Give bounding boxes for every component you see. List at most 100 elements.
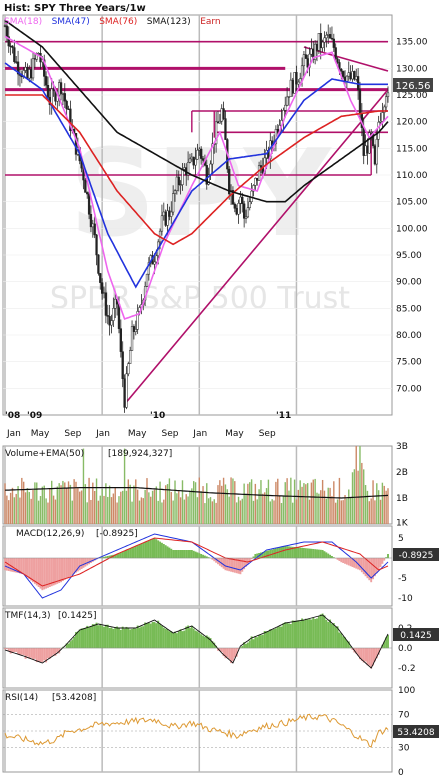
tmf-area-bar xyxy=(196,631,199,649)
candle-body xyxy=(332,38,335,48)
candle-body xyxy=(381,112,384,122)
legend-entry: SMA(76) xyxy=(99,17,137,27)
macd-hist-bar xyxy=(41,558,44,591)
volume-bar xyxy=(359,446,361,524)
candle-body xyxy=(166,210,169,226)
macd-hist-bar xyxy=(375,558,378,574)
macd-hist-bar xyxy=(304,548,307,559)
rsi-tick-label: 100 xyxy=(398,686,415,696)
volume-bar xyxy=(88,477,90,524)
candle-body xyxy=(201,158,205,161)
tmf-area-bar xyxy=(33,648,36,659)
tmf-area-bar xyxy=(190,625,193,649)
candle-body xyxy=(136,311,139,330)
volume-bar xyxy=(288,490,290,524)
tmf-area-bar xyxy=(231,648,234,662)
candle-body xyxy=(241,196,244,205)
candle-body xyxy=(147,262,151,275)
volume-bar xyxy=(47,502,49,524)
tmf-area-bar xyxy=(375,648,378,659)
rsi-tick-label: 0 xyxy=(398,768,404,775)
volume-bar xyxy=(232,478,234,524)
macd-hist-bar xyxy=(26,558,29,578)
volume-panel-value: [189,924,327] xyxy=(108,449,172,459)
tmf-area-bar xyxy=(20,648,23,655)
macd-hist-bar xyxy=(295,547,298,559)
tmf-area-bar xyxy=(9,648,12,654)
macd-hist-bar xyxy=(61,558,64,581)
volume-bar xyxy=(323,490,326,524)
tmf-area-bar xyxy=(155,623,158,649)
volume-bar xyxy=(82,448,85,524)
volume-bar xyxy=(245,494,247,524)
tmf-area-bar xyxy=(360,648,363,661)
tmf-area-bar xyxy=(377,648,380,655)
tmf-area-bar xyxy=(256,637,259,649)
last-price-box xyxy=(393,78,433,92)
candle-body xyxy=(313,43,317,60)
volume-bar xyxy=(93,490,96,524)
candle-body xyxy=(254,177,257,186)
tmf-area-bar xyxy=(250,636,253,649)
price-tick-label: 120.00 xyxy=(396,118,428,128)
tmf-area-bar xyxy=(30,648,33,658)
volume-bar xyxy=(329,487,331,524)
volume-bar xyxy=(269,501,271,524)
macd-hist-bar xyxy=(35,558,38,586)
tmf-area-bar xyxy=(355,648,358,654)
tmf-area-bar xyxy=(106,624,109,649)
tmf-area-bar xyxy=(224,648,227,659)
x-tick-label: Jan xyxy=(6,429,21,439)
tmf-area-bar xyxy=(265,631,268,649)
sma-line xyxy=(4,19,389,203)
candle-body xyxy=(123,378,126,408)
macd-hist-bar xyxy=(54,558,57,585)
macd-hist-bar xyxy=(267,550,270,559)
volume-bar xyxy=(71,500,73,524)
macd-tick-label: 5 xyxy=(398,534,404,544)
macd-tick-label: -10 xyxy=(398,594,413,604)
tmf-area-bar xyxy=(164,628,167,649)
macd-hist-bar xyxy=(125,550,128,559)
volume-bar xyxy=(387,488,389,524)
macd-hist-bar xyxy=(222,558,225,569)
volume-bar xyxy=(22,481,25,524)
macd-hist-bar xyxy=(82,558,85,568)
rsi-panel-value: [53.4208] xyxy=(52,693,96,703)
candle-body xyxy=(114,298,117,309)
volume-bar xyxy=(247,483,249,524)
volume-bar xyxy=(278,495,281,524)
tmf-area-bar xyxy=(317,616,320,649)
tmf-area-bar xyxy=(99,623,102,649)
volume-bar xyxy=(62,480,64,524)
volume-bar xyxy=(138,500,141,524)
tmf-area-bar xyxy=(357,648,360,656)
tmf-area-bar xyxy=(274,628,277,649)
macd-hist-bar xyxy=(4,558,6,571)
macd-hist-bar xyxy=(166,546,169,559)
candle-body xyxy=(364,145,367,156)
candle-body xyxy=(383,106,386,113)
volume-bar xyxy=(372,480,374,524)
volume-bar xyxy=(256,499,258,524)
candle-body xyxy=(9,45,12,48)
macd-hist-bar xyxy=(131,547,133,559)
volume-bar xyxy=(342,500,344,524)
macd-hist-bar xyxy=(308,548,311,559)
candle-body xyxy=(353,71,356,80)
candle-body xyxy=(239,196,242,204)
volume-bar xyxy=(13,497,16,524)
volume-bar xyxy=(290,477,292,524)
macd-hist-bar xyxy=(60,558,62,583)
candle-body xyxy=(177,176,180,185)
candle-body xyxy=(256,177,259,181)
price-tick-label: 125.00 xyxy=(396,91,428,101)
volume-bar xyxy=(346,498,348,524)
volume-bar xyxy=(150,496,152,524)
volume-bar xyxy=(299,480,301,524)
tmf-area-bar xyxy=(45,648,48,663)
tmf-area-bar xyxy=(345,640,348,649)
volume-bar xyxy=(131,501,133,524)
volume-bar xyxy=(185,494,187,524)
macd-hist-bar xyxy=(377,558,380,571)
